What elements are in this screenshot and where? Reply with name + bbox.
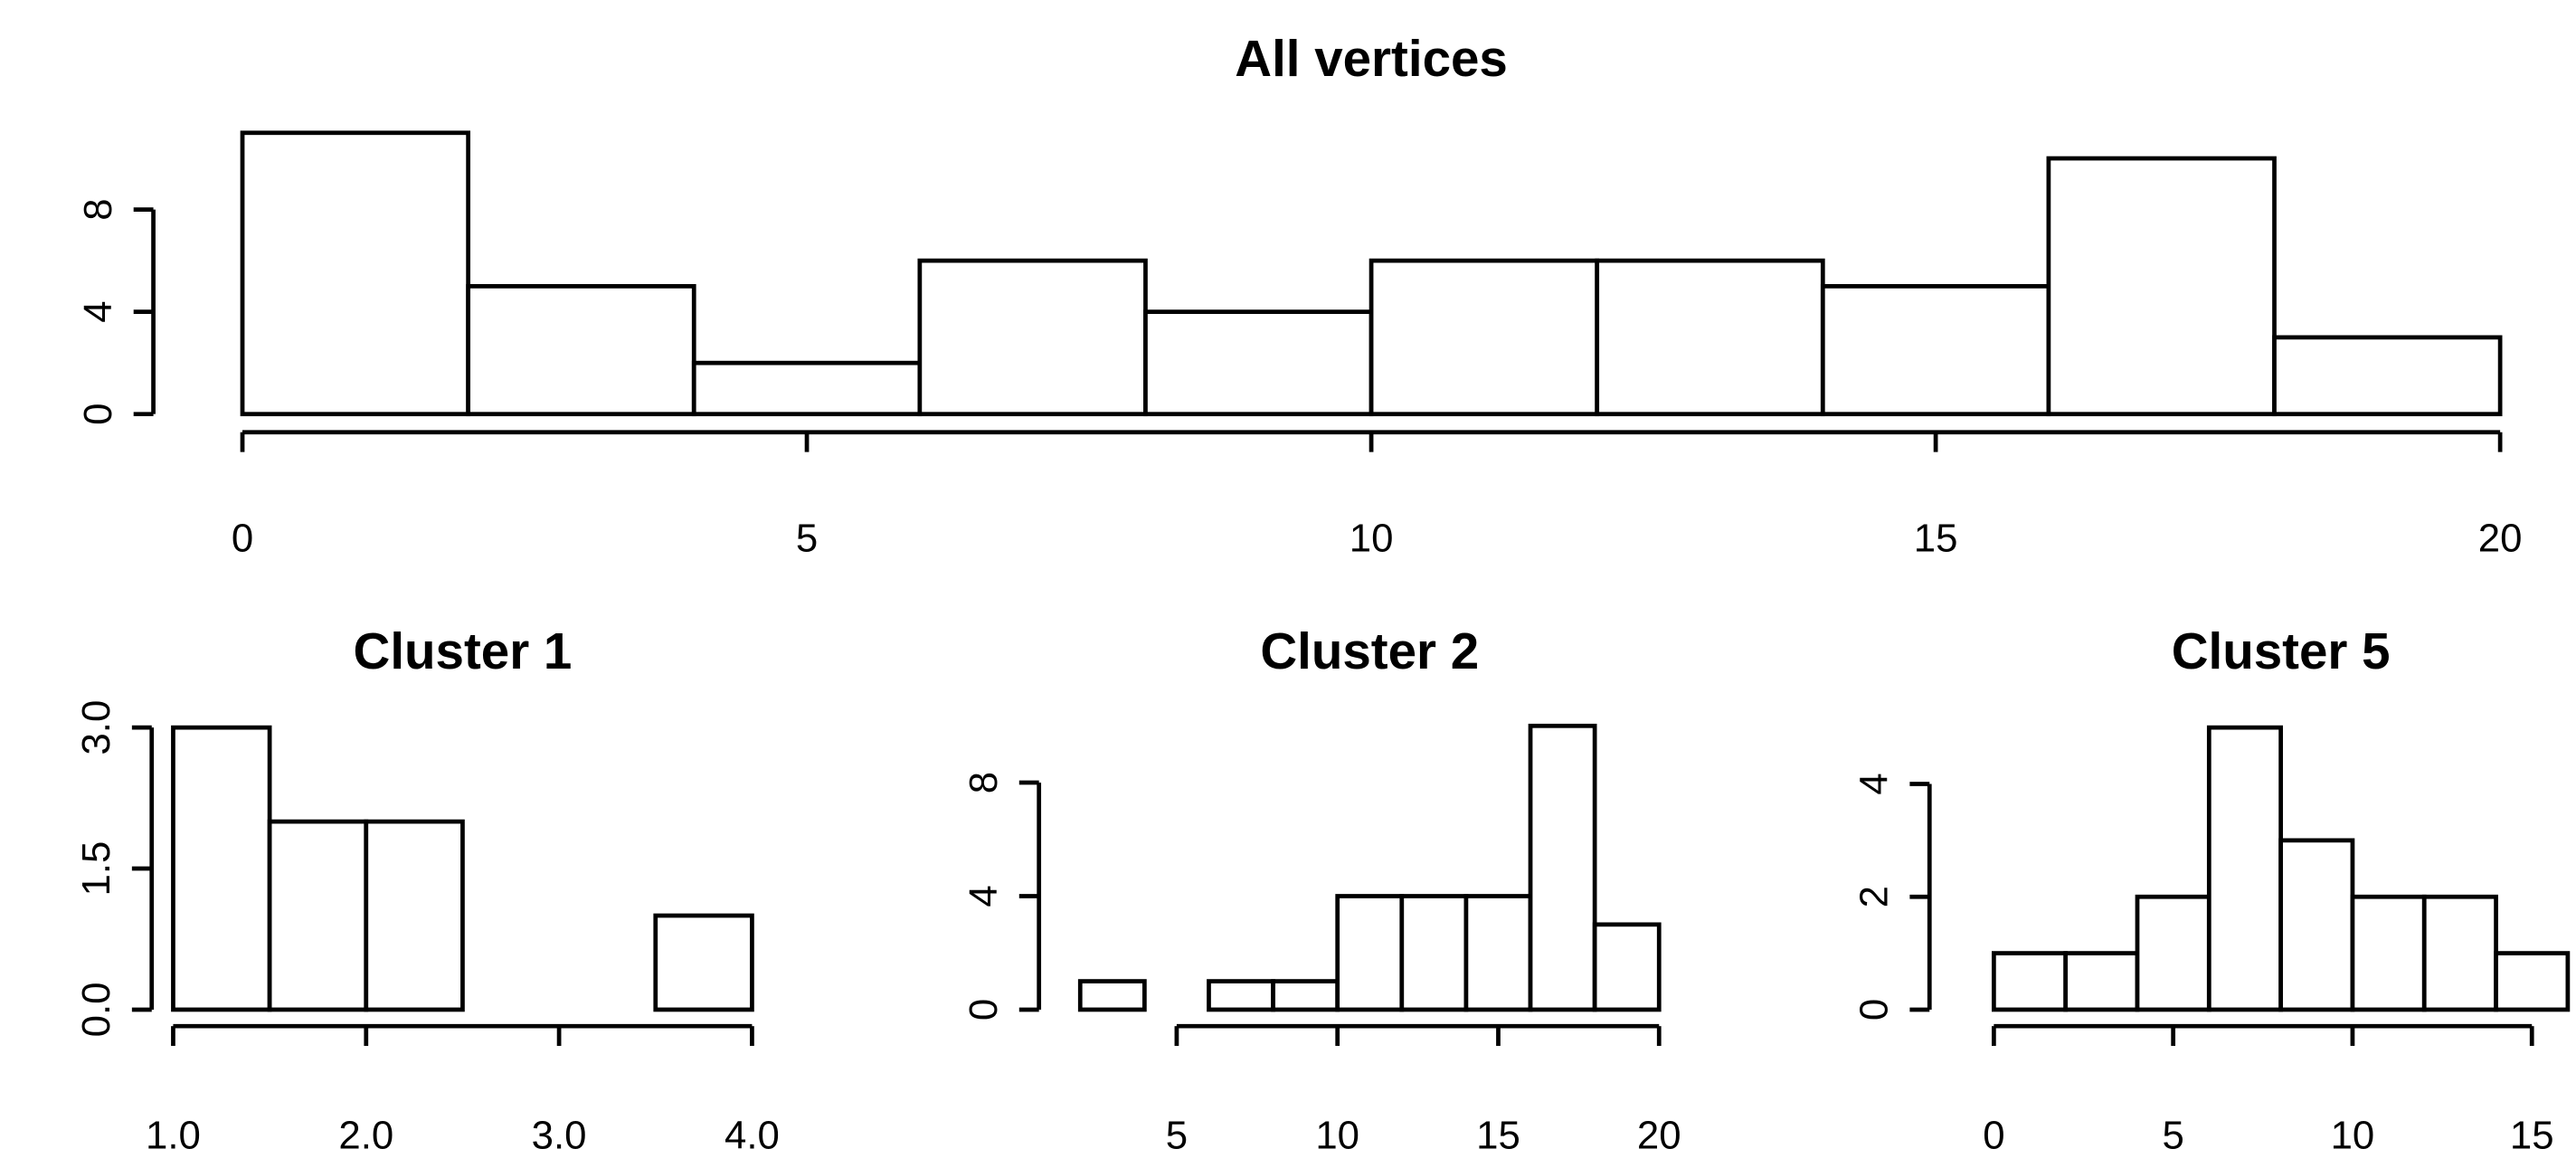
y-tick-label: 8: [961, 772, 1006, 793]
x-tick-label: 10: [1350, 517, 1394, 561]
bar: [267, 819, 369, 1012]
x-tick-label: 2.0: [338, 1114, 393, 1158]
y-tick-label: 4: [1852, 773, 1896, 794]
bar: [1820, 283, 2051, 417]
bar: [2350, 894, 2427, 1012]
bar: [691, 360, 923, 417]
x-tick-label: 15: [2510, 1114, 2554, 1158]
x-tick-label: 20: [2478, 517, 2523, 561]
x-tick-label: 0: [1983, 1114, 2004, 1158]
bar: [2421, 894, 2498, 1012]
bar: [1335, 894, 1405, 1012]
bar: [2278, 838, 2355, 1012]
x-tick-label: 10: [2331, 1114, 2375, 1158]
bar: [240, 130, 471, 417]
bar: [2046, 156, 2277, 417]
bar: [364, 819, 465, 1012]
x-tick-label: 20: [1637, 1114, 1681, 1158]
x-tick-label: 3.0: [532, 1114, 587, 1158]
bar: [171, 725, 272, 1012]
y-tick-label: 0: [76, 404, 120, 425]
x-tick-label: 4.0: [724, 1114, 780, 1158]
bar: [2272, 335, 2503, 417]
y-tick-label: 0: [961, 999, 1006, 1021]
x-tick-label: 1.0: [146, 1114, 201, 1158]
bar: [2135, 894, 2211, 1012]
y-tick-label: 4: [961, 885, 1006, 907]
x-tick-label: 15: [1914, 517, 1958, 561]
chart-title: Cluster 1: [354, 622, 573, 679]
y-tick-label: 8: [76, 198, 120, 220]
bar: [1463, 894, 1533, 1012]
bar: [1992, 951, 2069, 1012]
bar: [466, 283, 696, 417]
x-tick-label: 5: [1166, 1114, 1188, 1158]
bar: [1077, 979, 1147, 1012]
x-tick-label: 5: [796, 517, 818, 561]
bar: [1143, 309, 1374, 417]
y-tick-label: 2: [1852, 886, 1896, 907]
x-tick-label: 10: [1315, 1114, 1359, 1158]
bar: [2063, 951, 2140, 1012]
bar: [1271, 979, 1340, 1012]
bar: [1207, 979, 1275, 1012]
chart-title: Cluster 5: [2172, 622, 2391, 679]
y-tick-label: 1.5: [74, 841, 118, 897]
x-tick-label: 0: [232, 517, 253, 561]
x-tick-label: 5: [2162, 1114, 2183, 1158]
bar: [653, 913, 754, 1012]
x-tick-label: 15: [1476, 1114, 1520, 1158]
bar: [917, 258, 1148, 417]
bar: [2206, 725, 2283, 1012]
y-tick-label: 3.0: [74, 700, 118, 755]
bar: [1528, 723, 1597, 1012]
bar: [1399, 894, 1469, 1012]
bar: [2494, 951, 2571, 1012]
y-tick-label: 4: [76, 300, 120, 322]
y-tick-label: 0.0: [74, 983, 118, 1038]
chart-title: All vertices: [1235, 30, 1508, 87]
bar: [1592, 922, 1662, 1012]
bar: [1595, 258, 1825, 417]
bar: [1368, 258, 1600, 417]
y-tick-label: 0: [1852, 999, 1896, 1021]
chart-title: Cluster 2: [1260, 622, 1479, 679]
